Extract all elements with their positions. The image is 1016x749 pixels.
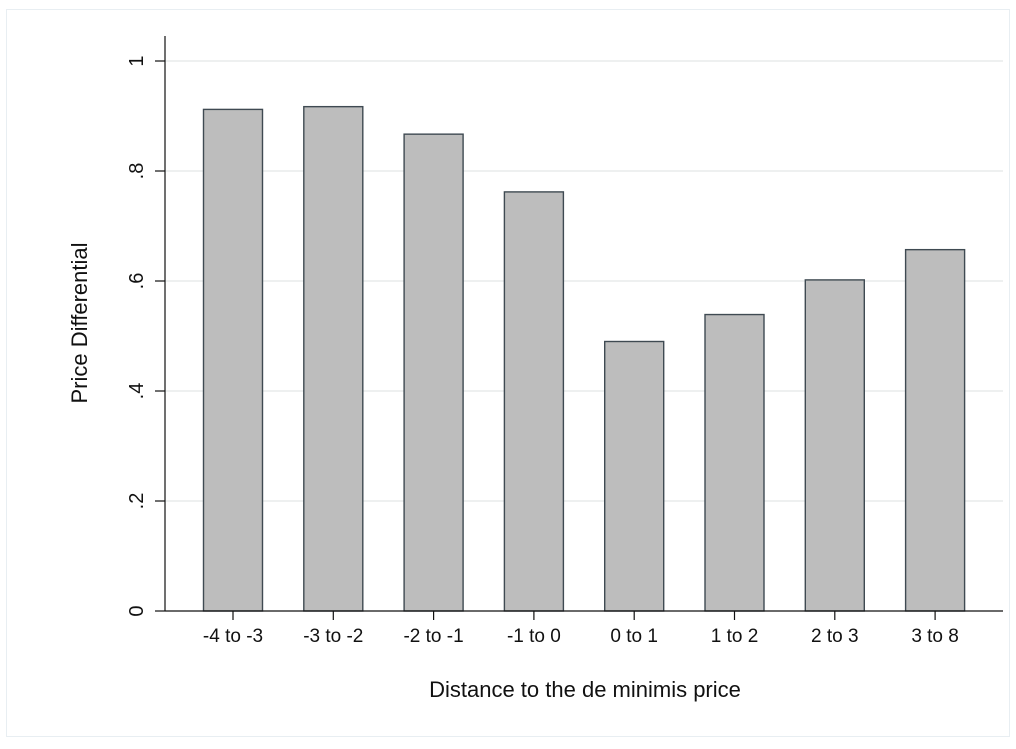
- axes: [164, 36, 1003, 612]
- y-tick-label: 0: [126, 605, 148, 616]
- x-tick-label: -1 to 0: [507, 626, 561, 647]
- x-tick-label: 0 to 1: [610, 626, 658, 647]
- x-axis-label: Distance to the de minimis price: [429, 677, 741, 702]
- bar: [604, 340, 665, 612]
- bar: [503, 191, 565, 612]
- bar: [303, 105, 364, 612]
- y-tick-label: .2: [126, 493, 148, 510]
- bar: [704, 313, 765, 612]
- bar: [804, 279, 865, 612]
- bar: [403, 133, 464, 612]
- x-tick-label: 1 to 2: [711, 626, 759, 647]
- x-tick-label: 3 to 8: [911, 626, 959, 647]
- y-tick-label: .8: [126, 163, 148, 180]
- y-axis-label: Price Differential: [67, 243, 92, 404]
- x-tick-label: -4 to -3: [203, 626, 263, 647]
- bar: [202, 108, 264, 612]
- x-tick-label: 2 to 3: [811, 626, 859, 647]
- y-tick-label: .4: [126, 383, 148, 400]
- y-tick-label: .6: [126, 273, 148, 290]
- x-tick-label: -3 to -2: [303, 626, 363, 647]
- bar: [904, 248, 966, 612]
- y-tick-label: 1: [126, 55, 148, 66]
- y-ticks: 0 .2 .4 .6 .8 1: [126, 55, 165, 617]
- x-ticks: -4 to -3 -3 to -2 -2 to -1 -1 to 0 0 to 1 1 t…: [203, 611, 959, 647]
- bars: [202, 105, 966, 612]
- x-tick-label: -2 to -1: [403, 626, 463, 647]
